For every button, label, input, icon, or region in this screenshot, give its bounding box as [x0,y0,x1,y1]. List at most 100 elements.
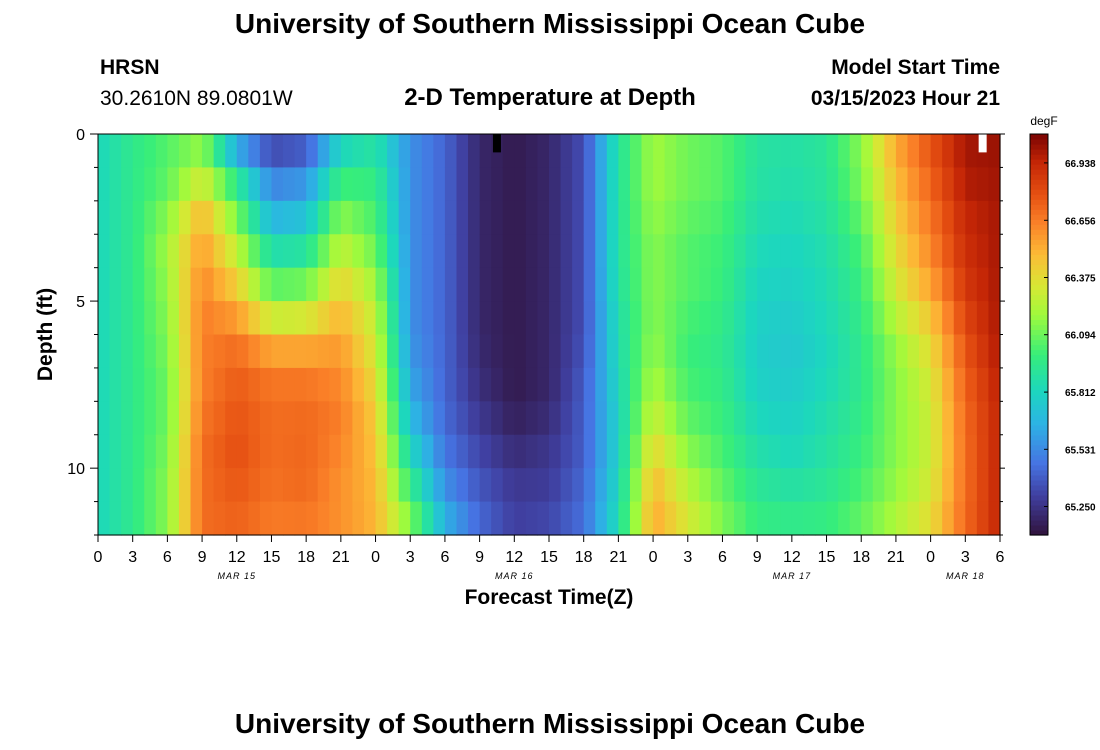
heatmap-cell [814,434,828,469]
heatmap-cell [803,334,816,369]
heatmap-cell [213,134,226,169]
heatmap-cell [421,267,434,302]
heatmap-cell [363,334,377,369]
heatmap-cell [757,301,770,336]
colorbar-segment [1030,379,1048,386]
heatmap-cell [398,167,411,202]
heatmap-cell [722,401,735,436]
heatmap-cell [387,167,400,202]
heatmap-cell [687,501,700,536]
heatmap-cell [687,200,700,235]
heatmap-cell [410,468,423,503]
heatmap-cell [317,267,330,302]
heatmap-cell [629,134,643,169]
heatmap-cell [225,167,238,202]
heatmap-cell [757,334,770,369]
heatmap-cell [525,200,539,235]
heatmap-cell [456,434,469,469]
heatmap-cell [560,501,573,536]
y-tick-label: 5 [76,294,85,311]
heatmap-cell [468,434,481,469]
heatmap-cell [283,468,296,503]
colorbar-segment [1030,384,1048,391]
heatmap-cell [387,501,400,536]
heatmap-cell [976,401,990,436]
heatmap-cell [236,501,249,536]
heatmap-cell [225,501,238,536]
heatmap-cell [283,334,296,369]
heatmap-cell [560,267,573,302]
heatmap-cell [514,167,527,202]
heatmap-cell [872,267,885,302]
heatmap-cell [410,200,423,235]
heatmap-cell [178,367,192,402]
heatmap-cell [919,367,932,402]
heatmap-cell [514,501,527,536]
heatmap-cell [132,167,145,202]
heatmap-cell [676,434,689,469]
heatmap-cell [838,468,851,503]
heatmap-cell [410,167,423,202]
colorbar-segment [1030,274,1048,280]
heatmap-cell [213,200,226,235]
heatmap-cell [606,434,619,469]
x-tick-label: 6 [163,549,172,566]
heatmap-cell [745,234,758,269]
heatmap-cell [410,334,423,369]
heatmap-cell [271,434,284,469]
model-start-label: Model Start Time [831,56,1000,79]
heatmap-cell [988,334,1001,369]
heatmap-cell [283,167,296,202]
heatmap-cell [942,334,955,369]
heatmap-cell [861,334,874,369]
heatmap-cell [375,501,388,536]
heatmap-cell [618,200,631,235]
heatmap-cell [98,334,111,369]
heatmap-cell [121,401,134,436]
heatmap-cell [202,334,215,369]
heatmap-cell [664,468,677,503]
heatmap-cell [803,234,816,269]
colorbar-segment [1030,199,1048,205]
colorbar-segment [1030,314,1048,321]
heatmap-cell [398,134,411,169]
heatmap-cell [560,334,573,369]
heatmap-cell [363,401,377,436]
colorbar-segment [1030,234,1048,240]
heatmap-cell [629,501,643,536]
colorbar-segment [1030,189,1048,195]
heatmap-cell [468,200,481,235]
heatmap-cell [144,134,157,169]
heatmap-cell [329,134,342,169]
heatmap-cell [676,301,689,336]
heatmap-cell [710,501,724,536]
heatmap-cell [109,468,122,503]
heatmap-cell [225,200,238,235]
heatmap-cell [155,367,168,402]
heatmap-cell [352,334,365,369]
heatmap-cell [884,234,897,269]
heatmap-cell [363,501,377,536]
heatmap-cell [895,367,909,402]
heatmap-cell [942,501,955,536]
heatmap-cell [583,200,596,235]
heatmap-cell [502,367,515,402]
heatmap-cell [340,167,354,202]
heatmap-cell [525,167,539,202]
heatmap-cell [549,401,562,436]
heatmap-cell [768,200,781,235]
heatmap-cell [745,200,758,235]
heatmap-cell [329,334,342,369]
heatmap-cell [537,301,550,336]
heatmap-cell [363,267,377,302]
heatmap-cell [549,434,562,469]
heatmap-cell [734,200,747,235]
heatmap-cell [849,401,862,436]
heatmap-cell [849,468,862,503]
colorbar-segment [1030,509,1048,516]
heatmap-cell [340,134,354,169]
heatmap-cell [525,434,539,469]
x-date-label: MAR 16 [495,571,534,581]
heatmap-cell [421,468,434,503]
heatmap-cell [861,434,874,469]
